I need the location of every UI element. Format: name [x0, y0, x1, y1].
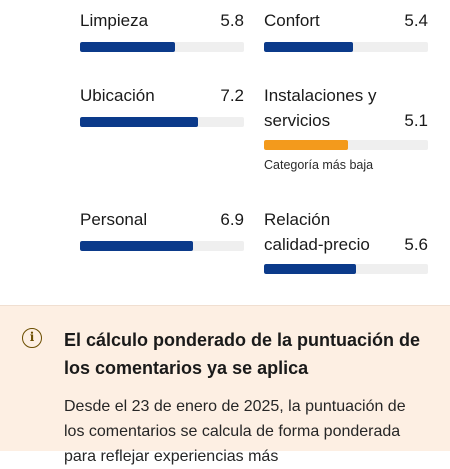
weighted-score-notice: i El cálculo ponderado de la puntuación …: [0, 305, 450, 465]
score-bar-track: [80, 42, 244, 52]
score-label: Confort: [264, 11, 320, 30]
score-bar-fill: [264, 264, 356, 274]
score-bar-fill: [264, 140, 348, 150]
score-bar-fill: [80, 117, 199, 127]
score-ubicacion: Ubicación 7.2: [80, 83, 244, 133]
score-instalaciones: Instalaciones y servicios 5.1 Categoría …: [264, 83, 428, 178]
score-personal: Personal 6.9: [80, 207, 244, 257]
score-relacion-calidad-precio: Relación calidad-precio 5.6: [264, 207, 428, 282]
score-bar-track: [264, 140, 428, 150]
score-limpieza: Limpieza 5.8: [80, 8, 244, 58]
score-bar-track: [80, 241, 244, 251]
score-label: Ubicación: [80, 86, 155, 105]
score-confort: Confort 5.4: [264, 8, 428, 58]
score-label: Relación calidad-precio: [264, 210, 370, 254]
score-bar-track: [80, 117, 244, 127]
score-label: Limpieza: [80, 11, 149, 30]
score-bar-track: [264, 264, 428, 274]
score-label: Instalaciones y servicios: [264, 86, 377, 130]
info-icon: i: [22, 328, 42, 348]
score-value: 7.2: [220, 86, 244, 105]
notice-title: El cálculo ponderado de la puntuación de…: [64, 330, 421, 378]
review-scores-grid: Limpieza 5.8 Confort 5.4 Ubicación 7.2 I…: [80, 8, 428, 282]
score-value: 5.8: [220, 11, 244, 30]
score-bar-fill: [264, 42, 353, 52]
score-label: Personal: [80, 210, 148, 229]
score-value: 5.1: [404, 111, 428, 130]
score-bar-fill: [80, 241, 194, 251]
lowest-category-label: Categoría más baja: [264, 158, 374, 172]
score-value: 5.4: [404, 11, 428, 30]
score-value: 5.6: [404, 235, 428, 254]
notice-body: Desde el 23 de enero de 2025, la puntuac…: [64, 398, 406, 465]
score-bar-fill: [80, 42, 176, 52]
score-bar-track: [264, 42, 428, 52]
score-value: 6.9: [220, 210, 244, 229]
